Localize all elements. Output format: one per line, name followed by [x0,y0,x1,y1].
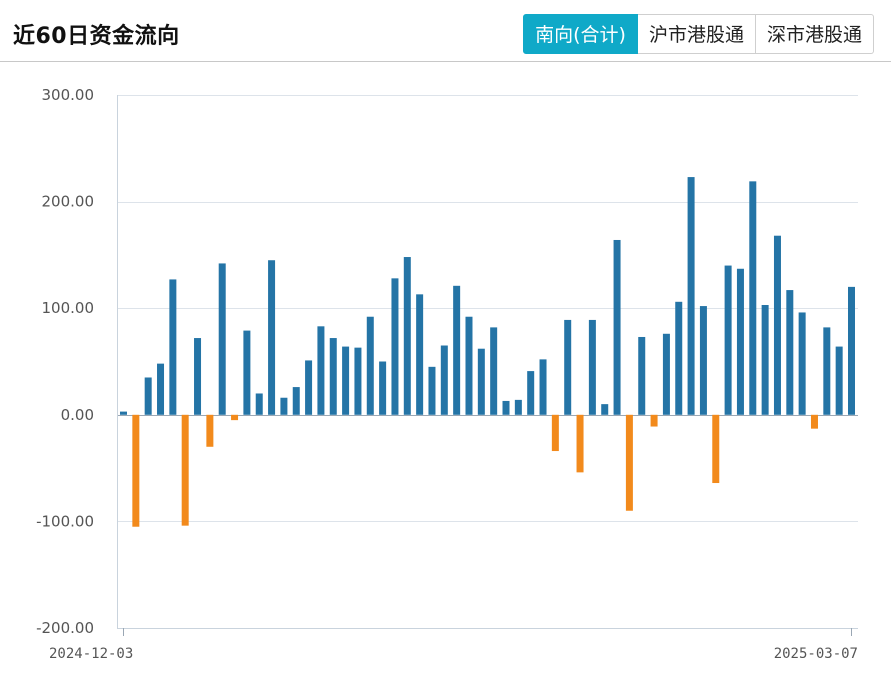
bar[interactable] [231,414,239,421]
bar[interactable] [736,268,744,415]
bar[interactable] [255,393,263,415]
bar[interactable] [354,347,362,415]
grid-lines [117,95,858,629]
tab-shanghai-connect[interactable]: 沪市港股通 [637,14,756,54]
tab-group: 南向(合计) 沪市港股通 深市港股通 [523,14,874,54]
bar[interactable] [317,326,325,415]
bar[interactable] [181,414,189,526]
bar[interactable] [391,278,399,415]
bar[interactable] [699,306,707,415]
bar[interactable] [490,327,498,415]
bar[interactable] [551,414,559,452]
bar[interactable] [675,301,683,415]
bar[interactable] [625,414,633,511]
bar[interactable] [773,235,781,415]
bar[interactable] [502,400,510,415]
bar[interactable] [206,414,214,447]
bar[interactable] [539,359,547,415]
bar[interactable] [761,305,769,415]
bar[interactable] [366,316,374,415]
bar[interactable] [243,330,251,415]
bar[interactable] [379,361,387,415]
bar[interactable] [120,411,127,415]
bar[interactable] [848,286,855,415]
bar[interactable] [218,263,226,415]
bar[interactable] [749,181,757,415]
bar[interactable] [835,346,843,415]
x-tick-label: 2025-03-07 [774,646,858,662]
y-tick-label: 100.00 [42,299,95,317]
bar[interactable] [650,414,658,427]
bar[interactable] [453,285,461,415]
y-axis: 300.00 200.00 100.00 0.00 -100.00 -200.00 [36,86,94,637]
bar[interactable] [194,338,202,415]
bar[interactable] [477,348,485,415]
bar[interactable] [601,404,609,415]
bar[interactable] [588,319,596,415]
x-tick-label: 2024-12-03 [49,646,133,662]
bar[interactable] [403,257,411,415]
bar[interactable] [810,414,818,429]
bar[interactable] [662,333,670,415]
bar[interactable] [798,312,806,415]
bar[interactable] [428,366,436,415]
y-tick-label: -200.00 [36,619,94,637]
bar[interactable] [465,316,473,415]
tab-southbound-total[interactable]: 南向(合计) [523,14,638,54]
bar[interactable] [157,363,165,415]
bar[interactable] [169,279,177,415]
bar[interactable] [712,414,720,484]
bar[interactable] [440,345,448,415]
bar[interactable] [724,265,732,415]
bar[interactable] [514,399,522,415]
y-tick-label: -100.00 [36,512,94,530]
bar[interactable] [144,377,152,415]
bar[interactable] [613,239,621,415]
bar[interactable] [268,260,276,415]
bar-series [120,177,855,527]
bar[interactable] [342,346,350,415]
bar[interactable] [292,387,300,415]
fund-flow-chart: 300.00 200.00 100.00 0.00 -100.00 -200.00 202… [36,86,858,662]
tab-shenzhen-connect[interactable]: 深市港股通 [755,14,874,54]
bar[interactable] [527,371,535,415]
bar[interactable] [564,319,572,415]
page-title: 近60日资金流向 [13,24,180,49]
bar[interactable] [576,414,584,473]
y-tick-label: 300.00 [42,86,95,104]
header: 近60日资金流向 南向(合计) 沪市港股通 深市港股通 [0,0,891,62]
bar[interactable] [687,177,695,415]
bar[interactable] [638,336,646,415]
bar[interactable] [416,294,424,415]
x-axis: 2024-12-03 2025-03-07 [49,628,858,662]
bar[interactable] [132,414,140,527]
y-tick-label: 0.00 [61,406,94,424]
bar[interactable] [280,397,288,415]
y-tick-label: 200.00 [42,193,95,211]
bar[interactable] [329,338,337,415]
bar[interactable] [786,290,794,415]
bar[interactable] [823,327,831,415]
bar[interactable] [305,360,313,415]
